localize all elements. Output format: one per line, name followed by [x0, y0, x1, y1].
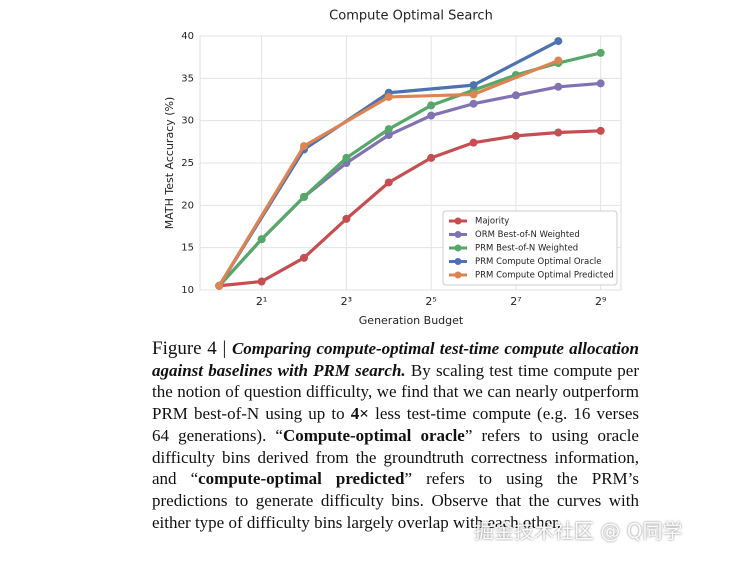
legend-label: PRM Compute Optimal Predicted: [475, 271, 614, 281]
y-tick-label: 15: [181, 243, 194, 254]
x-tick-label: 2⁹: [595, 295, 606, 308]
data-point: [554, 37, 563, 46]
data-point: [384, 92, 393, 101]
legend-label: Majority: [475, 217, 509, 227]
data-point: [384, 178, 393, 187]
data-point: [596, 79, 605, 88]
data-point: [511, 91, 520, 100]
caption-bold: 4×: [350, 404, 369, 424]
data-point: [300, 142, 309, 151]
figure-caption: Figure 4 | Comparing compute-optimal tes…: [152, 338, 639, 533]
data-point: [469, 138, 478, 147]
y-tick-label: 10: [181, 285, 194, 296]
data-point: [469, 90, 478, 99]
x-tick-label: 2⁷: [510, 295, 521, 308]
legend-label: ORM Best-of-N Weighted: [475, 230, 580, 240]
y-tick-label: 20: [181, 200, 194, 211]
legend-marker: [454, 217, 462, 225]
chart-title: Compute Optimal Search: [329, 9, 493, 24]
y-tick-label: 30: [181, 116, 194, 127]
legend-label: PRM Compute Optimal Oracle: [475, 257, 602, 267]
data-point: [215, 281, 224, 290]
caption-bold-italic: Comparing compute-optimal test-time comp…: [152, 339, 639, 380]
data-point: [427, 101, 436, 110]
series-line: [219, 129, 601, 288]
x-axis-label: Generation Budget: [359, 314, 464, 327]
x-tick-label: 2¹: [256, 295, 267, 308]
data-point: [554, 56, 563, 65]
data-point: [427, 153, 436, 162]
caption-normal: ” refers to using the PRM’s predictions …: [152, 469, 639, 532]
y-axis-label: MATH Test Accuracy (%): [163, 97, 176, 230]
data-point: [427, 111, 436, 120]
x-tick-label: 2³: [341, 295, 352, 308]
y-tick-label: 25: [181, 158, 194, 169]
data-point: [384, 125, 393, 134]
data-point: [554, 128, 563, 137]
legend-box: [442, 210, 618, 286]
data-point: [300, 192, 309, 201]
data-point: [469, 99, 478, 108]
data-point: [300, 253, 309, 262]
data-point: [469, 81, 478, 90]
caption-bold: Compute-optimal oracle: [282, 425, 465, 445]
legend-marker: [454, 271, 462, 279]
data-point: [342, 153, 351, 162]
data-point: [554, 82, 563, 91]
data-point: [257, 277, 266, 286]
legend-marker: [454, 258, 462, 265]
data-point: [384, 131, 393, 140]
caption-normal: By scaling test time compute per the not…: [152, 360, 639, 424]
x-tick-label: 2⁵: [425, 295, 436, 308]
caption-normal: ” refers to using oracle difficulty bins…: [152, 425, 639, 489]
watermark: 掘金技术社区 @ Q同学: [474, 519, 683, 543]
chart: Compute Optimal Search Generation Budget…: [163, 9, 622, 327]
data-point: [596, 126, 605, 135]
legend-marker: [454, 231, 462, 238]
data-point: [342, 214, 351, 223]
legend-label: PRM Best-of-N Weighted: [475, 244, 578, 254]
y-tick-label: 40: [181, 31, 194, 42]
caption-normal: less test-time compute (e.g. 16 verses 6…: [152, 404, 639, 445]
data-point: [511, 131, 520, 140]
y-tick-label: 35: [181, 73, 194, 84]
legend-marker: [454, 244, 462, 252]
data-point: [257, 235, 266, 244]
caption-label: Figure 4 |: [152, 338, 232, 359]
data-point: [596, 48, 605, 57]
caption-bold: compute-optimal predicted: [198, 469, 405, 489]
